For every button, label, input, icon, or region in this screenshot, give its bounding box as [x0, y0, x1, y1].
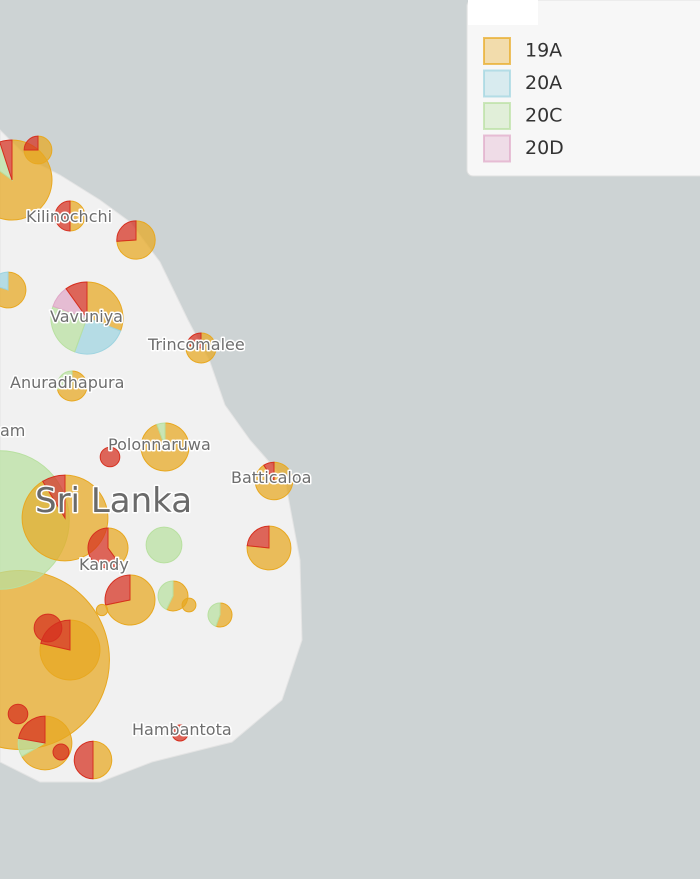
pie-slice [171, 724, 189, 742]
pie-slice [116, 220, 156, 260]
pie-slice [104, 574, 131, 606]
legend-swatch [483, 69, 511, 98]
pie-slice [74, 317, 122, 355]
pie-slice [73, 740, 94, 780]
pie-slice [157, 580, 174, 611]
pie-slice [56, 370, 73, 390]
pie-slice [17, 715, 46, 744]
legend: 19A 20A 20C 20D [466, 0, 700, 177]
pie-slice [246, 525, 270, 549]
pie-slice [0, 271, 9, 291]
pie-slice [23, 135, 39, 151]
country-label: Sri Lanka [35, 481, 192, 521]
legend-label: 19A [525, 40, 562, 62]
pie-layer [0, 135, 294, 780]
pie-slice [50, 305, 88, 353]
place-label: am [0, 421, 25, 440]
place-label: Anuradhapura [10, 373, 124, 392]
place-label: Kilinochchi [26, 207, 112, 226]
pie-slice [0, 139, 13, 181]
place-label: Kandy [79, 555, 129, 574]
pie-slice [107, 527, 129, 565]
legend-label: 20D [525, 137, 564, 159]
pie-slice [116, 220, 137, 242]
pie-slice [92, 740, 113, 780]
place-label: Vavuniya [50, 307, 123, 326]
legend-label: 20A [525, 72, 562, 94]
label-layer: Kilinochchi Vavuniya Trincomalee Anuradhapu… [0, 206, 313, 741]
pie-slice [65, 281, 88, 320]
place-label: Hambantota [132, 720, 232, 739]
pie-slice [86, 281, 124, 332]
pie-slice [23, 135, 53, 165]
place-label: Polonnaruwa [108, 435, 211, 454]
pie-slice [207, 602, 221, 627]
legend-swatch [483, 37, 511, 65]
place-label: Batticaloa [231, 468, 311, 487]
legend-label: 20C [525, 105, 562, 127]
pie-slice [140, 422, 190, 472]
pie-slice [7, 703, 29, 725]
pie-slice [0, 271, 27, 309]
pie-slice [52, 743, 70, 761]
pie-slice [185, 332, 202, 349]
pie-slice [145, 526, 183, 564]
pie-slice [69, 200, 86, 232]
pie-slice [99, 446, 121, 468]
legend-box [466, 0, 700, 177]
pie-slice [54, 200, 71, 232]
place-label: Trincomalee [147, 335, 245, 354]
pie-slice [33, 613, 63, 643]
pie-slice [42, 474, 66, 520]
pie-slice [263, 461, 275, 483]
pie-slice [95, 603, 109, 617]
legend-swatch [483, 134, 511, 163]
pie-slice [87, 527, 121, 569]
pie-slice [185, 332, 217, 364]
pie-slice [215, 602, 233, 628]
pie-slice [156, 422, 166, 448]
legend-swatch [483, 102, 511, 130]
legend-tab [468, 0, 538, 25]
legend-items: 19A 20A 20C 20D [483, 37, 564, 163]
pie-slice [181, 597, 197, 613]
